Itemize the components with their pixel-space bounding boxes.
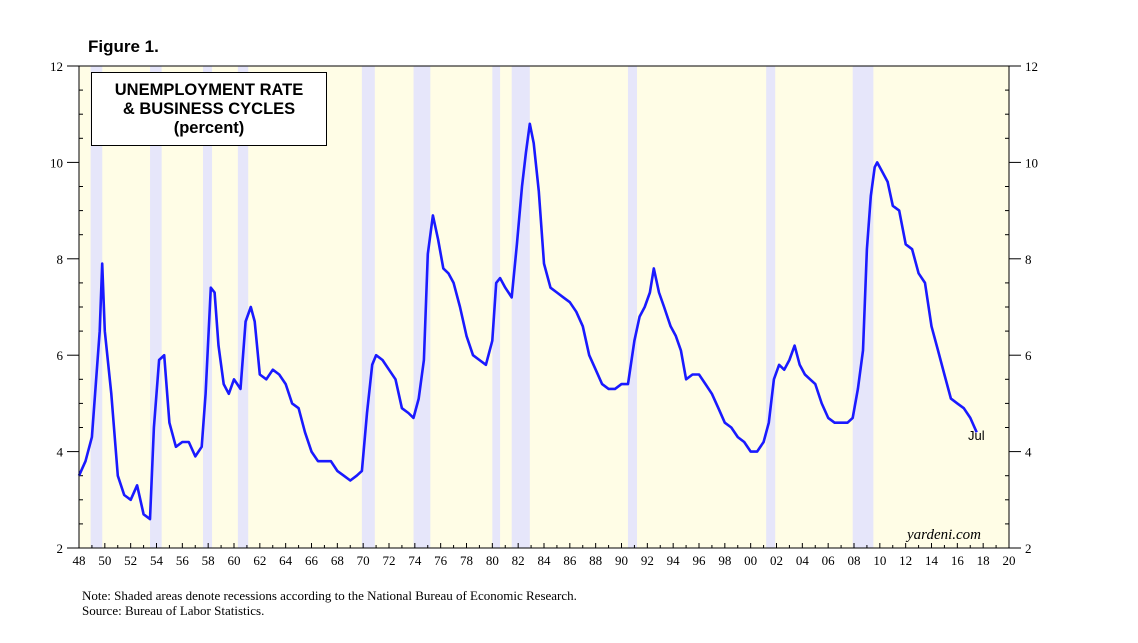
x-tick-label: 94 xyxy=(667,553,681,568)
x-tick-label: 50 xyxy=(98,553,111,568)
plot-frame xyxy=(78,65,1010,549)
chart-title-line-3: (percent) xyxy=(173,119,245,137)
x-tick-label: 66 xyxy=(305,553,319,568)
x-tick-label: 84 xyxy=(538,553,552,568)
x-tick-label: 06 xyxy=(822,553,836,568)
recession-band xyxy=(766,66,776,548)
recession-band xyxy=(90,66,103,548)
x-tick-label: 58 xyxy=(202,553,215,568)
y-tick-labels: 2 2 4 4 6 6 8 8 10 10 12 12 xyxy=(50,59,1038,556)
y-tick-label-right: 12 xyxy=(1025,59,1038,74)
x-tick-label: 60 xyxy=(228,553,241,568)
x-tick-label: 52 xyxy=(124,553,137,568)
x-tick-label: 56 xyxy=(176,553,190,568)
x-tick-label: 78 xyxy=(460,553,473,568)
x-tick-label: 92 xyxy=(641,553,654,568)
x-tick-label: 74 xyxy=(408,553,422,568)
x-tick-label: 00 xyxy=(744,553,757,568)
x-tick-label: 76 xyxy=(434,553,448,568)
recession-band xyxy=(627,66,637,548)
chart-title-box: UNEMPLOYMENT RATE & BUSINESS CYCLES (per… xyxy=(91,72,327,146)
x-tick-label: 62 xyxy=(253,553,266,568)
x-tick-label: 88 xyxy=(589,553,602,568)
x-tick-label: 14 xyxy=(925,553,939,568)
x-tick-label: 20 xyxy=(1003,553,1016,568)
x-tick-label: 96 xyxy=(693,553,707,568)
x-tick-label: 04 xyxy=(796,553,810,568)
x-tick-label: 16 xyxy=(951,553,965,568)
x-tick-label: 12 xyxy=(899,553,912,568)
x-tick-label: 10 xyxy=(873,553,886,568)
x-tick-label: 18 xyxy=(977,553,990,568)
recession-band xyxy=(413,66,431,548)
unemployment-rate-line xyxy=(77,122,978,521)
recession-bands xyxy=(90,66,874,548)
y-tick-label-left: 10 xyxy=(50,155,63,170)
y-tick-label-right: 8 xyxy=(1025,252,1032,267)
source-line: Source: Bureau of Labor Statistics. xyxy=(82,603,265,618)
recession-band xyxy=(361,66,375,548)
x-tick-label: 08 xyxy=(848,553,861,568)
y-tick-label-left: 4 xyxy=(57,445,64,460)
x-tick-label: 72 xyxy=(383,553,396,568)
note-line: Note: Shaded areas denote recessions acc… xyxy=(82,588,577,603)
x-tick-label: 68 xyxy=(331,553,344,568)
chart-title-line-2: & BUSINESS CYCLES xyxy=(122,100,296,118)
x-tick-label: 90 xyxy=(615,553,628,568)
y-tick-label-left: 2 xyxy=(57,541,64,556)
y-tick-label-right: 10 xyxy=(1025,155,1038,170)
x-tick-label: 70 xyxy=(357,553,370,568)
watermark: yardeni.com xyxy=(907,527,982,543)
recession-band xyxy=(203,66,213,548)
x-tick-label: 54 xyxy=(150,553,164,568)
x-tick-labels: 48 50 52 54 56 58 60 62 64 66 68 70 72 74 76 78 80 82 84 86… xyxy=(73,553,1016,568)
x-tick-label: 64 xyxy=(279,553,293,568)
x-tick-label: 86 xyxy=(563,553,577,568)
x-tick-label: 80 xyxy=(486,553,499,568)
x-tick-label: 48 xyxy=(73,553,86,568)
y-tick-label-right: 4 xyxy=(1025,445,1032,460)
recession-band xyxy=(852,66,874,548)
y-tick-label-right: 2 xyxy=(1025,541,1032,556)
end-label: Jul xyxy=(968,428,985,443)
chart-title-line-1: UNEMPLOYMENT RATE xyxy=(114,81,304,99)
y-tick-label-left: 12 xyxy=(50,59,63,74)
x-tick-label: 02 xyxy=(770,553,783,568)
x-tick-label: 98 xyxy=(718,553,731,568)
x-tick-label: 82 xyxy=(512,553,525,568)
y-tick-label-right: 6 xyxy=(1025,348,1032,363)
notes: Note: Shaded areas denote recessions acc… xyxy=(82,588,577,618)
recession-band xyxy=(237,66,249,548)
figure-label: Figure 1. xyxy=(88,37,159,56)
y-tick-label-left: 6 xyxy=(57,348,64,363)
recession-band xyxy=(492,66,501,548)
recession-band xyxy=(150,66,162,548)
recession-band xyxy=(511,66,530,548)
y-tick-label-left: 8 xyxy=(57,252,64,267)
